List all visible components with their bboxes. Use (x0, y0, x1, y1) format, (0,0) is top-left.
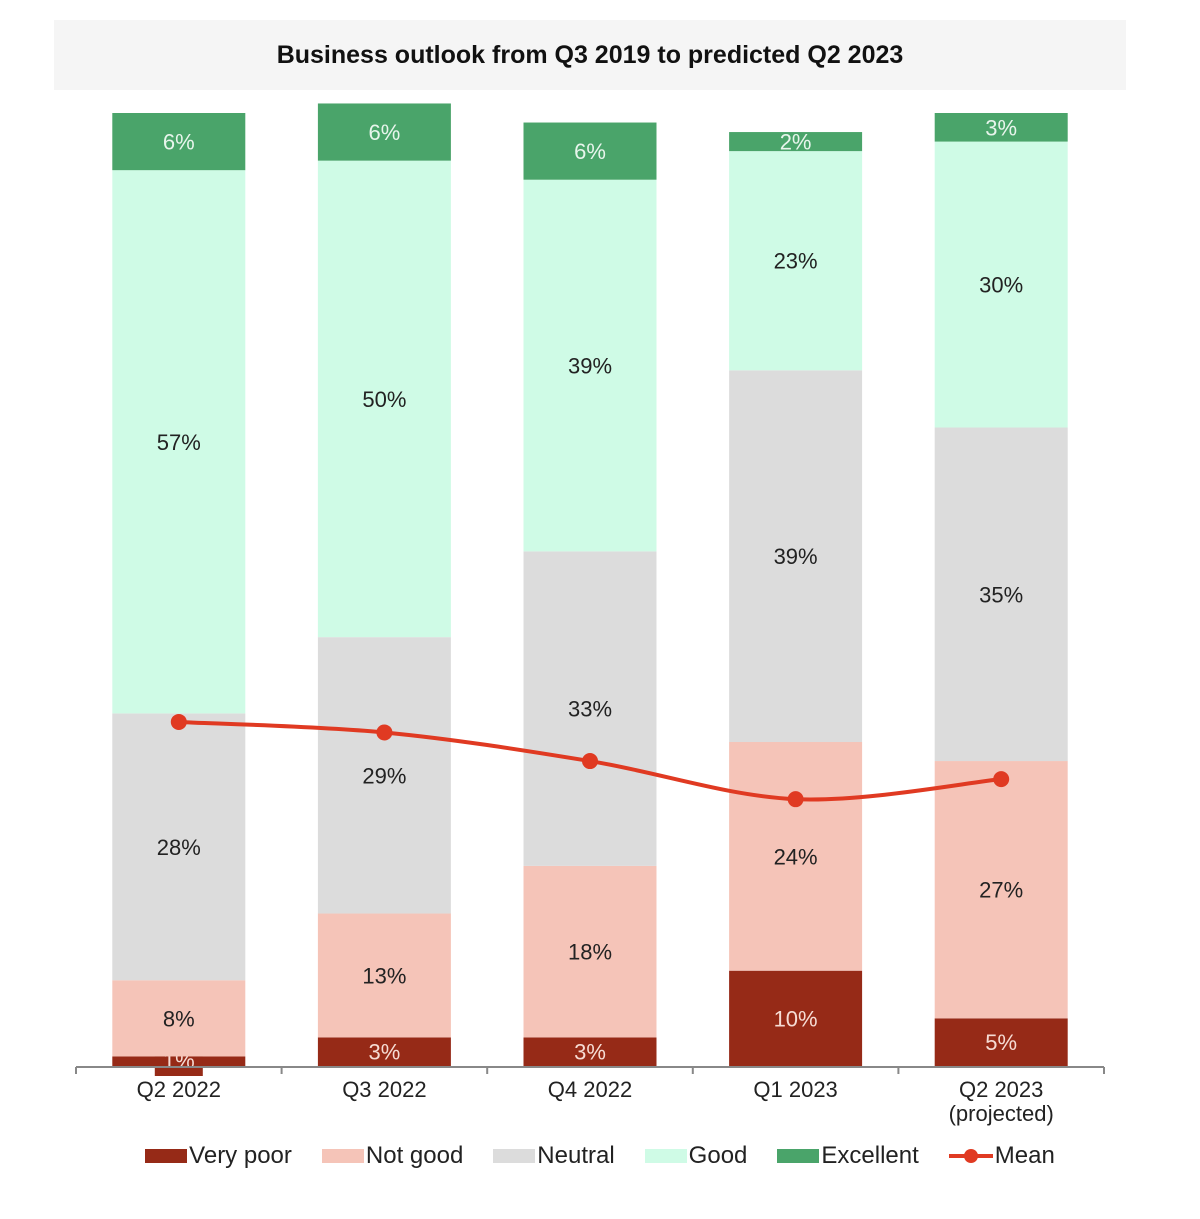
legend-swatch (145, 1149, 188, 1163)
legend-item: Neutral (493, 1142, 615, 1170)
legend-item: Excellent (777, 1142, 919, 1170)
bar-neutral (317, 637, 451, 914)
mean-point (582, 753, 598, 770)
legend-label: Mean (994, 1142, 1055, 1169)
bar-very-poor (523, 1037, 657, 1066)
mean-point (993, 771, 1010, 788)
x-tick-label: Q2 2023 (959, 1077, 1043, 1102)
bar-neutral (729, 370, 863, 742)
bar-excellent (934, 113, 1068, 142)
legend-label: Neutral (537, 1142, 615, 1169)
legend-item: Very poor (145, 1142, 292, 1170)
data-label: 13% (362, 963, 406, 988)
bar-neutral (934, 427, 1068, 762)
data-label: 3% (574, 1040, 606, 1065)
data-label: 2% (780, 130, 812, 155)
bar-excellent (729, 132, 863, 152)
mean-point (170, 713, 187, 730)
bar-excellent (523, 122, 657, 180)
data-label: 23% (774, 249, 818, 274)
data-label: 27% (979, 878, 1023, 903)
bar-good (317, 160, 451, 638)
data-label: 28% (157, 835, 201, 860)
bar-very-poor (934, 1018, 1068, 1066)
bar-neutral (112, 713, 246, 981)
legend-item: Good (644, 1142, 748, 1170)
bar-not-good (523, 865, 657, 1038)
data-label: 57% (157, 430, 201, 455)
mean-point (376, 724, 393, 741)
data-label: 3% (369, 1040, 401, 1065)
chart-title-box: Business outlook from Q3 2019 to predict… (54, 20, 1126, 90)
bar-very-poor (729, 970, 863, 1066)
data-label: 29% (362, 763, 406, 788)
data-label: 8% (163, 1006, 195, 1031)
legend-swatch (777, 1149, 820, 1163)
bar-good (523, 179, 657, 552)
legend-swatch (321, 1149, 364, 1163)
data-label: 3% (985, 115, 1017, 140)
chart-title: Business outlook from Q3 2019 to predict… (276, 40, 904, 69)
legend-swatch (644, 1149, 687, 1163)
legend: Very poor Not good Neutral Good Excellent Mea… (0, 1142, 1200, 1170)
data-label: 33% (568, 697, 612, 722)
data-label: 6% (369, 120, 401, 145)
bar-good (112, 170, 246, 714)
data-label: 6% (163, 130, 195, 155)
bar-not-good (729, 741, 863, 971)
bar-not-good (112, 980, 246, 1057)
x-tick-label: Q1 2023 (753, 1077, 837, 1102)
bar-good (729, 151, 863, 371)
data-label: 10% (774, 1006, 818, 1031)
bar-neutral (523, 551, 657, 866)
legend-item: Not good (321, 1142, 464, 1170)
bar-excellent (112, 113, 246, 171)
x-tick-label: Q3 2022 (342, 1077, 426, 1102)
x-tick-label: Q2 2022 (137, 1077, 221, 1102)
data-label: 18% (568, 940, 612, 965)
legend-label: Very poor (189, 1142, 292, 1169)
data-label: 50% (362, 387, 406, 412)
data-label: 30% (979, 273, 1023, 298)
data-label: 6% (574, 139, 606, 164)
bar-good (934, 141, 1068, 428)
data-label: 24% (774, 844, 818, 869)
mean-point (787, 791, 804, 808)
data-label: 35% (979, 582, 1023, 607)
x-tick-label: Q4 2022 (548, 1077, 632, 1102)
legend-item: Mean (948, 1142, 1055, 1170)
bar-not-good (934, 761, 1068, 1019)
bar-very-poor (317, 1037, 451, 1066)
data-label: 5% (985, 1030, 1017, 1055)
legend-label: Not good (365, 1142, 464, 1169)
x-tick-label: (projected) (949, 1101, 1054, 1126)
bar-excellent (317, 103, 451, 161)
legend-line-marker-icon (948, 1149, 993, 1163)
data-label: 39% (774, 544, 818, 569)
legend-label: Excellent (821, 1142, 919, 1169)
legend-label: Good (688, 1142, 748, 1169)
bar-not-good (317, 913, 451, 1038)
legend-swatch (493, 1149, 536, 1163)
data-label: 39% (568, 354, 612, 379)
